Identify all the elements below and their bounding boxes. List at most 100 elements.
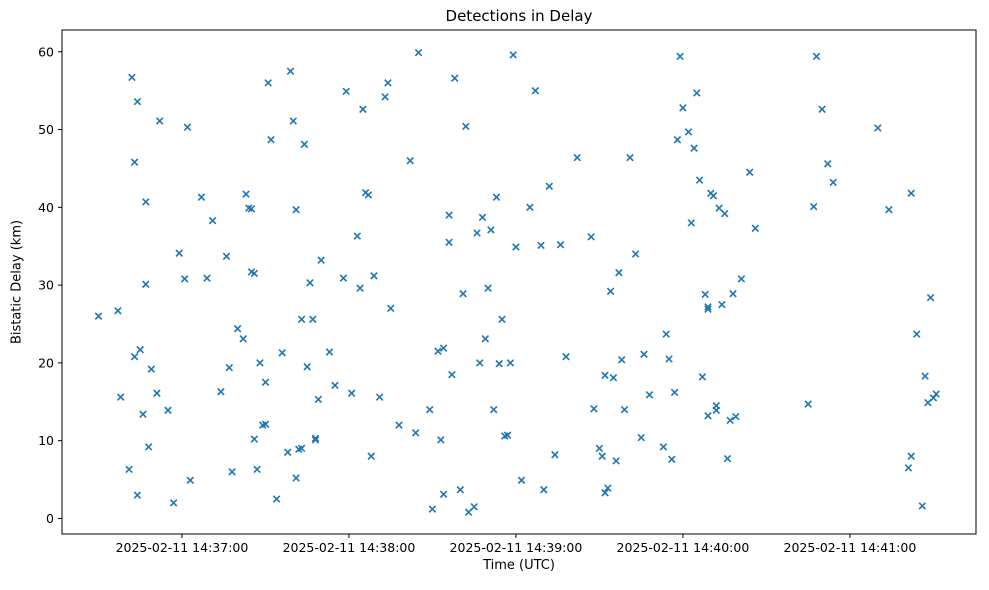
data-point-marker [142, 198, 150, 206]
x-tick-label: 2025-02-11 14:39:00 [450, 540, 583, 555]
data-point-marker [662, 330, 670, 338]
data-point-marker [222, 252, 231, 261]
data-point-marker [247, 205, 256, 213]
data-point-marker [545, 182, 554, 191]
data-point-marker [606, 287, 615, 296]
data-point-marker [732, 412, 740, 421]
data-point-marker [450, 74, 459, 82]
data-point-marker [386, 304, 395, 313]
data-point-marker [804, 400, 812, 408]
data-point-marker [253, 465, 261, 474]
data-point-marker [264, 79, 272, 87]
data-point-marker [506, 359, 515, 367]
data-point-marker [384, 79, 392, 87]
data-point-marker [823, 160, 832, 168]
data-point-marker [289, 117, 298, 125]
data-point-marker [531, 86, 540, 95]
data-point-marker [626, 153, 634, 162]
x-tick-label: 2025-02-11 14:41:00 [784, 540, 917, 555]
data-point-marker [537, 241, 545, 250]
data-point-marker [356, 284, 364, 292]
data-point-marker [818, 105, 826, 114]
data-point-marker [381, 93, 389, 101]
data-point-marker [829, 178, 837, 187]
data-point-marker [261, 378, 270, 387]
data-point-marker [470, 503, 478, 511]
data-point-marker [668, 455, 676, 464]
data-point-marker [679, 104, 687, 112]
data-point-marker [283, 448, 292, 457]
data-point-marker [303, 363, 311, 371]
data-point-marker [439, 490, 448, 499]
data-point-marker [670, 388, 679, 397]
data-point-marker [885, 205, 893, 214]
x-tick-label: 2025-02-11 14:38:00 [283, 540, 416, 555]
data-point-marker [339, 274, 348, 282]
data-point-marker [926, 293, 935, 302]
data-point-marker [601, 489, 609, 497]
data-point-marker [573, 153, 581, 162]
data-point-marker [197, 193, 206, 201]
data-point-marker [125, 465, 133, 474]
data-point-marker [729, 289, 737, 298]
data-point-marker [695, 176, 704, 184]
data-point-marker [874, 124, 882, 132]
data-point-marker [640, 350, 648, 359]
data-point-marker [932, 390, 940, 398]
data-point-marker [233, 324, 242, 333]
data-point-marker [261, 420, 270, 429]
data-point-marker [183, 123, 192, 131]
y-tick-label: 30 [38, 278, 54, 293]
data-point-marker [704, 412, 712, 420]
data-point-marker [114, 307, 122, 315]
data-point-marker [478, 213, 487, 222]
data-point-marker [912, 330, 921, 338]
data-point-marker [169, 499, 178, 507]
data-point-marker [445, 211, 453, 219]
data-point-marker [297, 315, 306, 324]
data-point-marker [180, 275, 189, 283]
data-point-marker [406, 156, 414, 165]
data-point-marker [459, 289, 467, 298]
data-point-marker [812, 52, 821, 61]
data-point-marker [130, 158, 139, 166]
data-point-marker [473, 229, 481, 237]
data-point-marker [306, 279, 314, 287]
data-point-marker [704, 303, 712, 311]
data-point-marker [526, 203, 534, 212]
data-point-marker [130, 352, 139, 361]
data-point-marker [726, 416, 734, 425]
data-point-marker [693, 89, 701, 97]
data-point-marker [370, 272, 378, 280]
data-point-marker [495, 359, 503, 368]
data-point-marker [94, 312, 103, 320]
data-point-marker [292, 474, 300, 482]
data-point-marker [217, 387, 225, 396]
data-point-marker [587, 233, 595, 241]
data-point-marker [411, 429, 420, 437]
data-point-marker [904, 464, 913, 472]
data-point-marker [751, 224, 760, 233]
data-point-marker [164, 406, 172, 415]
x-axis-label: Time (UTC) [483, 558, 555, 573]
data-point-marker [203, 274, 211, 282]
y-tick-label: 0 [46, 511, 54, 526]
data-point-marker [665, 355, 673, 363]
data-point-marker [598, 452, 606, 460]
data-point-marker [615, 268, 623, 277]
data-point-marker [311, 436, 320, 444]
data-point-marker [718, 300, 726, 309]
data-point-marker [250, 269, 259, 278]
data-point-marker [133, 491, 142, 499]
data-point-marker [659, 443, 668, 451]
data-point-marker [715, 204, 723, 212]
data-point-marker [809, 202, 818, 211]
data-point-marker [604, 484, 612, 492]
data-point-marker [737, 275, 746, 283]
data-point-marker [136, 345, 144, 354]
data-point-marker [297, 444, 306, 453]
data-point-marker [331, 381, 339, 390]
data-point-marker [745, 168, 754, 177]
data-point-marker [540, 485, 548, 494]
